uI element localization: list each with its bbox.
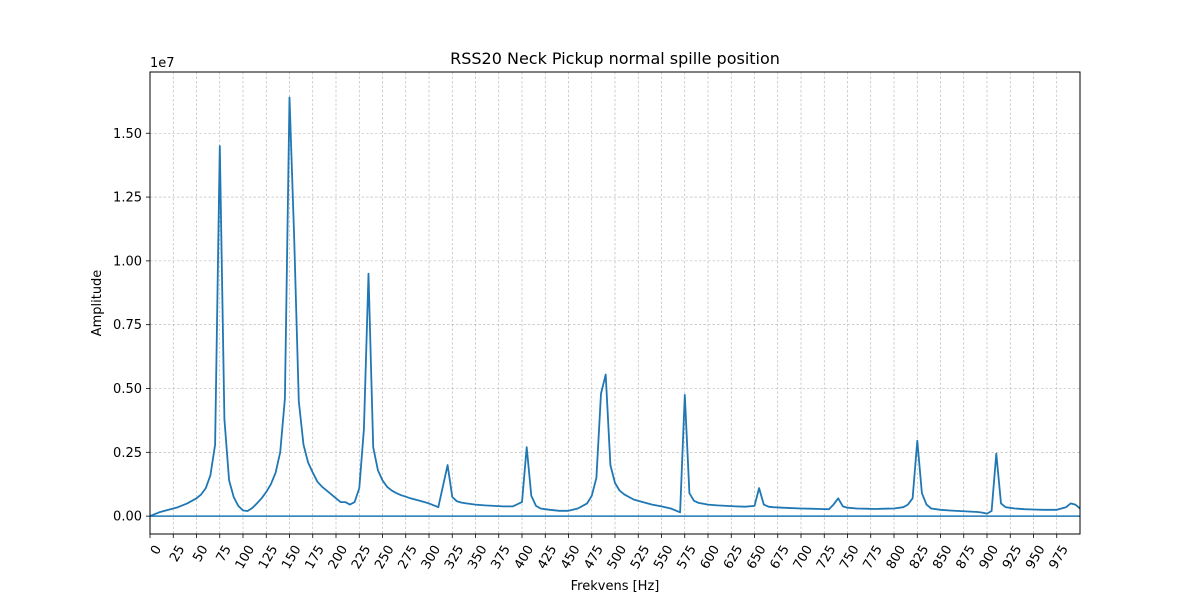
x-tick-label: 925 bbox=[1000, 543, 1025, 572]
y-tick-label: 1.00 bbox=[113, 254, 142, 269]
y-tick-label: 0.50 bbox=[113, 382, 142, 397]
x-tick-label: 175 bbox=[302, 543, 327, 572]
x-tick-label: 250 bbox=[372, 543, 397, 572]
y-tick-label: 0.25 bbox=[113, 446, 142, 461]
x-tick-label: 50 bbox=[190, 543, 211, 565]
x-tick-label: 875 bbox=[953, 543, 978, 572]
x-tick-label: 300 bbox=[419, 543, 444, 572]
x-tick-label: 75 bbox=[214, 543, 235, 565]
x-tick-label: 850 bbox=[930, 543, 955, 572]
x-tick-label: 550 bbox=[651, 543, 676, 572]
x-tick-label: 575 bbox=[674, 543, 699, 572]
x-tick-label: 25 bbox=[167, 543, 188, 565]
y-axis: 0.00 0.25 0.50 0.75 1.00 1.25 1.50 bbox=[113, 127, 150, 525]
y-tick-label: 1.50 bbox=[113, 127, 142, 142]
x-tick-label: 0 bbox=[148, 543, 165, 558]
x-tick-label: 500 bbox=[605, 543, 630, 572]
x-tick-label: 275 bbox=[395, 543, 420, 572]
x-tick-label: 525 bbox=[628, 543, 653, 572]
x-tick-label: 400 bbox=[512, 543, 537, 572]
x-tick-label: 475 bbox=[581, 543, 606, 572]
x-axis: 0 25 50 75100125150175200225250275300325350… bbox=[148, 534, 1072, 572]
x-tick-label: 775 bbox=[860, 543, 885, 572]
y-tick-label: 1.25 bbox=[113, 191, 142, 206]
x-tick-label: 675 bbox=[767, 543, 792, 572]
x-tick-label: 150 bbox=[279, 543, 304, 572]
x-tick-label: 450 bbox=[558, 543, 583, 572]
data-series bbox=[149, 96, 1081, 517]
y-tick-label: 0.00 bbox=[113, 510, 142, 525]
x-tick-label: 750 bbox=[837, 543, 862, 572]
x-tick-label: 225 bbox=[349, 543, 374, 572]
x-tick-label: 625 bbox=[721, 543, 746, 572]
x-tick-label: 825 bbox=[907, 543, 932, 572]
x-tick-label: 100 bbox=[233, 543, 258, 572]
x-tick-label: 900 bbox=[977, 543, 1002, 572]
x-tick-label: 200 bbox=[326, 543, 351, 572]
x-tick-label: 800 bbox=[884, 543, 909, 572]
x-tick-label: 975 bbox=[1046, 543, 1071, 572]
x-tick-label: 950 bbox=[1023, 543, 1048, 572]
x-axis-label: Frekvens [Hz] bbox=[571, 579, 660, 594]
x-tick-label: 375 bbox=[488, 543, 513, 572]
x-tick-label: 425 bbox=[535, 543, 560, 572]
x-tick-label: 125 bbox=[256, 543, 281, 572]
x-tick-label: 600 bbox=[698, 543, 723, 572]
y-axis-label: Amplitude bbox=[90, 270, 105, 337]
amplitude-series-line bbox=[149, 96, 1081, 517]
x-tick-label: 725 bbox=[814, 543, 839, 572]
y-offset-label: 1e7 bbox=[150, 56, 175, 71]
x-tick-label: 650 bbox=[744, 543, 769, 572]
grid-lines bbox=[149, 72, 1080, 534]
x-tick-label: 700 bbox=[791, 543, 816, 572]
x-tick-label: 325 bbox=[442, 543, 467, 572]
x-tick-label: 350 bbox=[465, 543, 490, 572]
y-tick-label: 0.75 bbox=[113, 318, 142, 333]
chart-title: RSS20 Neck Pickup normal spille position bbox=[450, 49, 780, 68]
